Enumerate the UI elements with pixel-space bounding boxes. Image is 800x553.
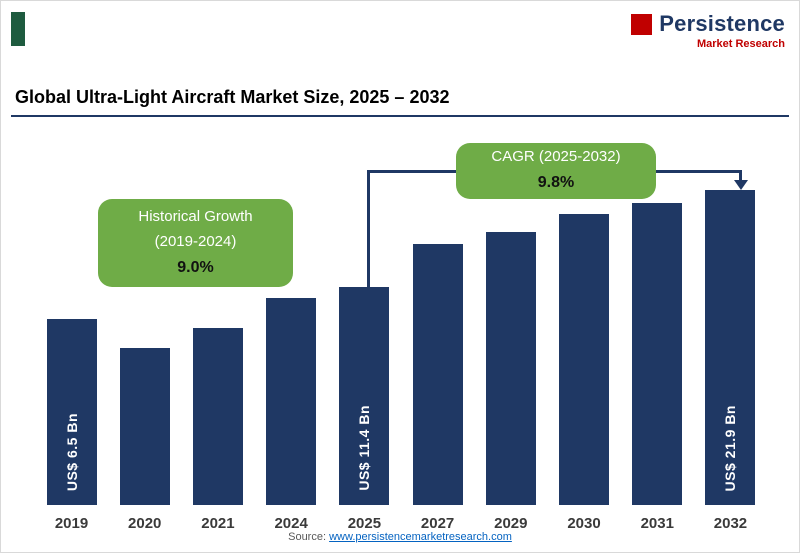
- bar-2030: [559, 214, 610, 505]
- bar-2027: [412, 244, 463, 505]
- bar-2019: US$ 6.5 Bn: [46, 319, 97, 505]
- bar-2031: [632, 203, 683, 505]
- historical-growth-line1: Historical Growth: [138, 208, 253, 226]
- x-axis-label-2024: 2024: [274, 515, 308, 532]
- connector-line-right-horizontal: [655, 170, 741, 173]
- chart-area: Historical Growth (2019-2024) 9.0% CAGR …: [1, 121, 799, 533]
- bar-column-2030: 2030: [548, 214, 621, 533]
- bar-column-2025: US$ 11.4 Bn 2025: [328, 287, 401, 533]
- x-axis-label-2020: 2020: [128, 515, 162, 532]
- logo-mark-icon: [631, 13, 653, 35]
- x-axis-label-2029: 2029: [494, 515, 528, 532]
- bar-2021: [192, 328, 243, 505]
- bar-column-2029: 2029: [474, 232, 547, 533]
- brand-logo: Persistence Market Research: [631, 11, 785, 50]
- title-divider: [11, 115, 789, 117]
- bar-2029: [485, 232, 536, 505]
- cagr-callout: CAGR (2025-2032) 9.8%: [456, 143, 656, 199]
- corner-accent-bar: [11, 12, 25, 46]
- bar-2032: US$ 21.9 Bn: [705, 190, 756, 505]
- bar-column-2019: US$ 6.5 Bn 2019: [35, 319, 108, 533]
- bar-column-2032: US$ 21.9 Bn 2032: [694, 190, 767, 533]
- x-axis-label-2030: 2030: [567, 515, 601, 532]
- historical-growth-line2: (2019-2024): [154, 232, 237, 250]
- bar-2025: US$ 11.4 Bn: [339, 287, 390, 505]
- historical-growth-callout: Historical Growth (2019-2024) 9.0%: [98, 199, 293, 287]
- connector-line-right-vertical: [739, 170, 742, 181]
- page-title: Global Ultra-Light Aircraft Market Size,…: [15, 87, 450, 107]
- bar-value-label-2025: US$ 11.4 Bn: [356, 405, 373, 491]
- bar-value-label-2032: US$ 21.9 Bn: [722, 404, 739, 491]
- bar-column-2027: 2027: [401, 244, 474, 533]
- x-axis-label-2021: 2021: [201, 515, 235, 532]
- source-label: Source:: [288, 531, 327, 543]
- x-axis-label-2032: 2032: [713, 515, 748, 532]
- cagr-line1: CAGR (2025-2032): [491, 148, 621, 166]
- bar-column-2021: 2021: [181, 328, 254, 533]
- bar-value-label-2019: US$ 6.5 Bn: [63, 412, 80, 491]
- bar-2024: [266, 298, 317, 505]
- x-axis-label-2019: 2019: [54, 515, 89, 532]
- x-axis-label-2025: 2025: [347, 515, 382, 532]
- x-axis-label-2031: 2031: [640, 515, 674, 532]
- bar-chart: US$ 6.5 Bn 2019 2020 2021 2024 US$ 11.4 Bn 202…: [35, 190, 767, 533]
- x-axis-label-2027: 2027: [420, 515, 455, 532]
- bar-2020: [119, 348, 170, 505]
- arrowhead-icon: [734, 180, 748, 190]
- bar-column-2020: 2020: [108, 348, 181, 533]
- connector-line-left-horizontal: [367, 170, 457, 173]
- historical-growth-value: 9.0%: [177, 258, 214, 276]
- source-link[interactable]: www.persistencemarketresearch.com: [329, 531, 512, 543]
- brand-subtitle: Market Research: [696, 38, 785, 50]
- bar-column-2031: 2031: [621, 203, 694, 533]
- bar-column-2024: 2024: [255, 298, 328, 533]
- cagr-value: 9.8%: [537, 174, 575, 192]
- source-line: Source: www.persistencemarketresearch.co…: [1, 531, 799, 543]
- connector-line-left-vertical: [367, 170, 370, 287]
- brand-name: Persistence: [659, 11, 785, 36]
